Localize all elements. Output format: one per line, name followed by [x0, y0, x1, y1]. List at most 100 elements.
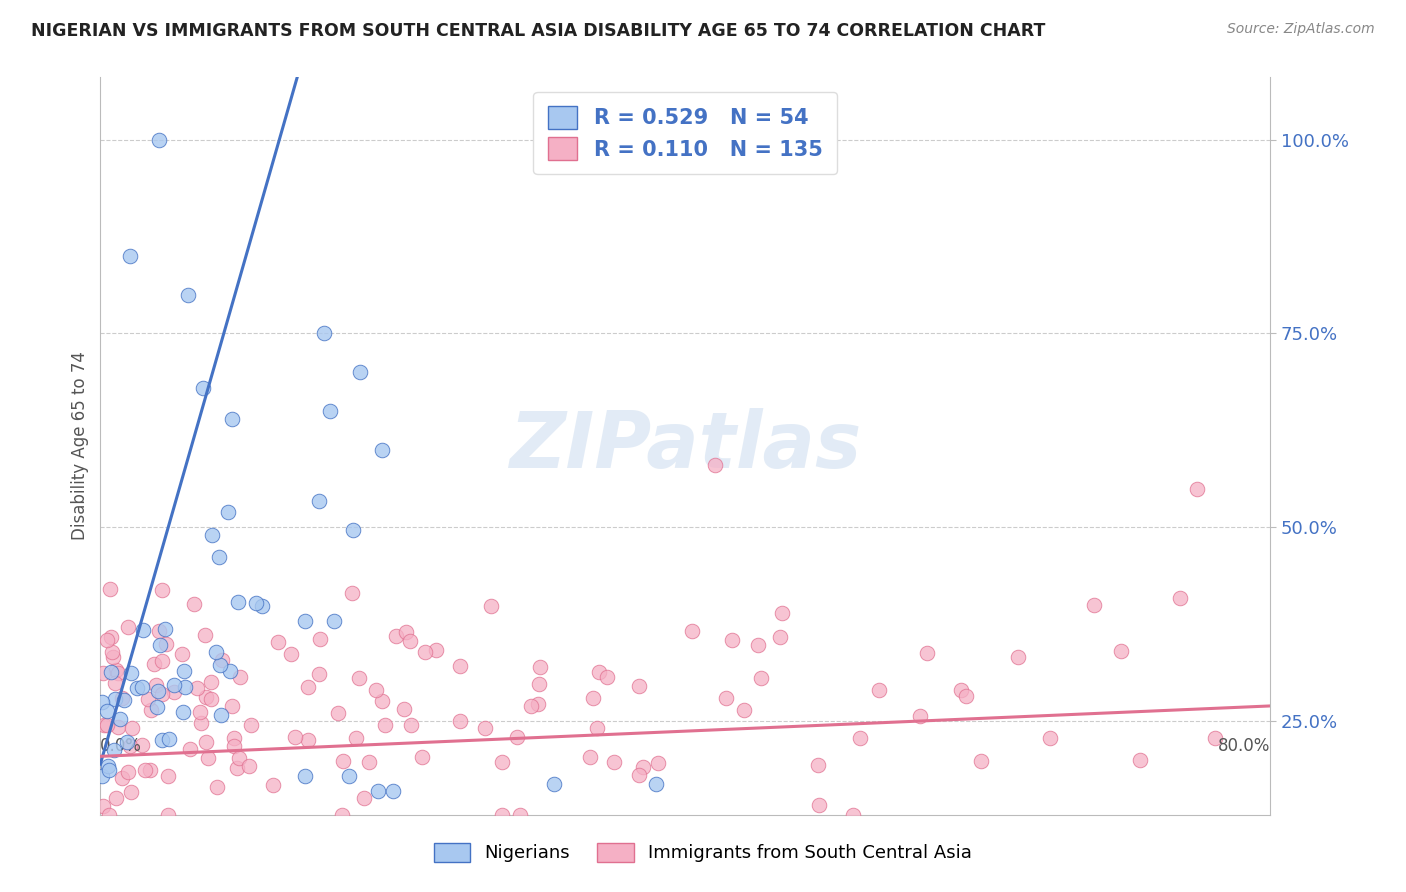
Point	[91, 695, 114, 709]
Point	[385, 628, 408, 642]
Point	[768, 631, 790, 645]
Point	[110, 691, 132, 706]
Point	[98, 582, 121, 596]
Point	[96, 632, 118, 647]
Point	[733, 702, 755, 716]
Point	[970, 754, 993, 768]
Point	[294, 769, 316, 783]
Point	[807, 797, 830, 812]
Point	[413, 645, 436, 659]
Point	[392, 702, 415, 716]
Point	[627, 679, 650, 693]
Point	[110, 712, 132, 726]
Point	[120, 785, 142, 799]
Point	[326, 706, 349, 720]
Point	[111, 771, 134, 785]
Text: Source: ZipAtlas.com: Source: ZipAtlas.com	[1227, 22, 1375, 37]
Point	[1204, 731, 1226, 745]
Point	[520, 698, 543, 713]
Point	[139, 764, 162, 778]
Point	[200, 692, 222, 706]
Point	[201, 528, 224, 542]
Point	[183, 597, 205, 611]
Point	[91, 666, 114, 681]
Point	[131, 680, 153, 694]
Point	[188, 705, 211, 719]
Point	[399, 634, 422, 648]
Point	[146, 700, 169, 714]
Point	[1039, 731, 1062, 746]
Point	[631, 760, 654, 774]
Point	[297, 681, 319, 695]
Point	[308, 666, 330, 681]
Point	[112, 693, 135, 707]
Point	[105, 663, 128, 677]
Point	[117, 620, 139, 634]
Point	[364, 683, 387, 698]
Point	[915, 646, 938, 660]
Point	[950, 682, 973, 697]
Point	[120, 666, 142, 681]
Point	[228, 750, 250, 764]
Point	[238, 759, 260, 773]
Y-axis label: Disability Age 65 to 74: Disability Age 65 to 74	[72, 351, 89, 541]
Point	[153, 622, 176, 636]
Point	[411, 750, 433, 764]
Point	[491, 756, 513, 770]
Point	[148, 132, 170, 146]
Point	[225, 761, 247, 775]
Point	[115, 735, 138, 749]
Point	[1083, 598, 1105, 612]
Point	[681, 624, 703, 639]
Point	[245, 596, 267, 610]
Point	[217, 505, 239, 519]
Point	[155, 636, 177, 650]
Point	[703, 458, 725, 473]
Point	[807, 758, 830, 772]
Point	[134, 763, 156, 777]
Text: 80.0%: 80.0%	[1218, 737, 1271, 756]
Point	[543, 776, 565, 790]
Point	[318, 404, 340, 418]
Point	[191, 381, 214, 395]
Point	[491, 807, 513, 822]
Point	[309, 632, 332, 646]
Text: ZIPatlas: ZIPatlas	[509, 408, 862, 484]
Point	[104, 790, 127, 805]
Point	[131, 738, 153, 752]
Point	[221, 412, 243, 426]
Point	[193, 627, 215, 641]
Point	[143, 657, 166, 671]
Point	[849, 731, 872, 746]
Point	[107, 720, 129, 734]
Point	[207, 780, 229, 794]
Point	[280, 647, 302, 661]
Point	[101, 649, 124, 664]
Point	[371, 442, 394, 457]
Point	[118, 249, 141, 263]
Point	[449, 658, 471, 673]
Point	[152, 654, 174, 668]
Point	[162, 678, 184, 692]
Point	[347, 672, 370, 686]
Point	[209, 708, 232, 723]
Point	[337, 769, 360, 783]
Point	[868, 683, 890, 698]
Point	[340, 585, 363, 599]
Point	[190, 715, 212, 730]
Point	[97, 758, 120, 772]
Point	[283, 731, 305, 745]
Point	[529, 659, 551, 673]
Point	[200, 674, 222, 689]
Point	[209, 657, 232, 672]
Point	[908, 708, 931, 723]
Point	[208, 549, 231, 564]
Point	[425, 643, 447, 657]
Point	[104, 676, 127, 690]
Point	[145, 678, 167, 692]
Point	[127, 681, 149, 696]
Point	[149, 638, 172, 652]
Point	[163, 685, 186, 699]
Point	[474, 721, 496, 735]
Point	[221, 698, 243, 713]
